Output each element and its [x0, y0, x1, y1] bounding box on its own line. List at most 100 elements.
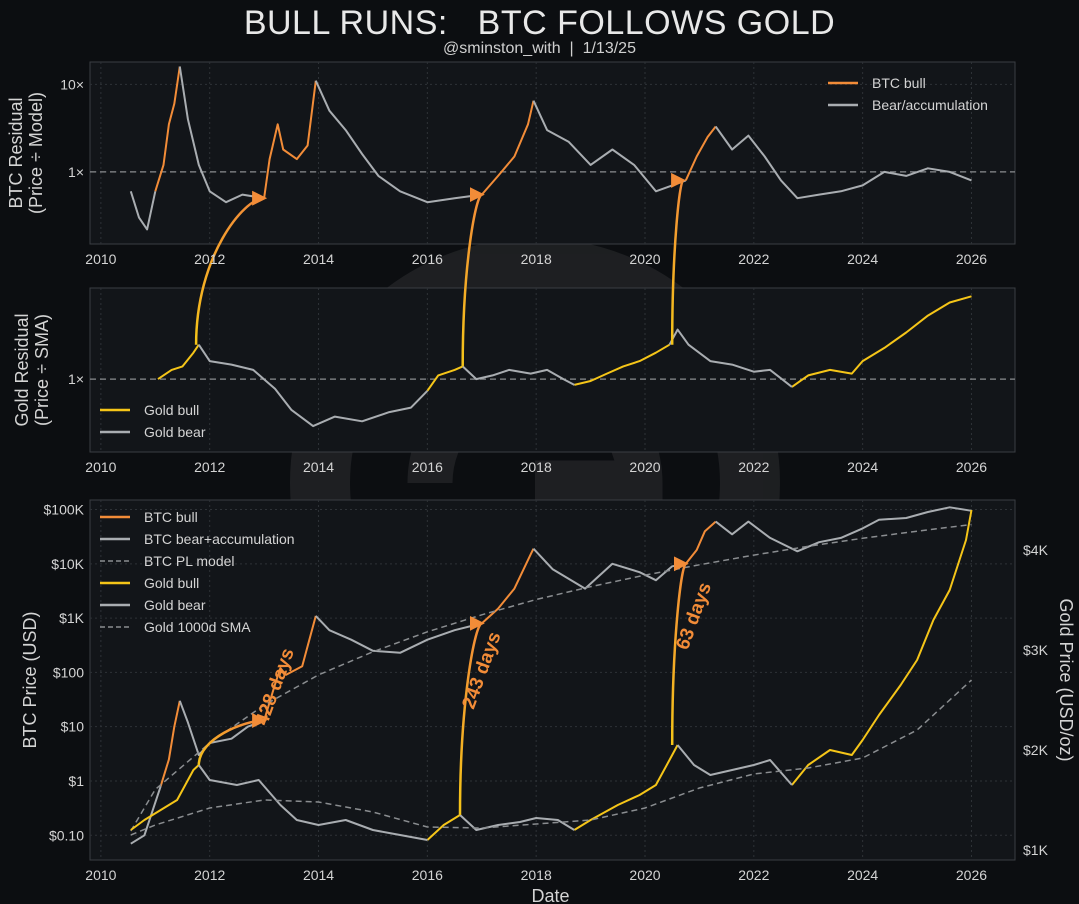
- series-line-gold-bear: [462, 365, 575, 386]
- x-tick-label: 2018: [521, 459, 552, 475]
- y-axis-label: (Price ÷ SMA): [32, 314, 52, 426]
- chart-subtitle: @sminston_with | 1/13/25: [443, 40, 636, 57]
- series-line-btc-bull: [481, 100, 535, 196]
- y-tick-label: $100: [53, 664, 84, 680]
- y-tick-label-right: $3K: [1023, 642, 1049, 658]
- series-line-gold-bull: [573, 744, 679, 831]
- y-tick-label-right: $1K: [1023, 842, 1049, 858]
- series-line-btc-bull: [159, 700, 181, 787]
- bull-run-connector-arrow: [458, 616, 485, 816]
- x-tick-label: 2018: [521, 251, 552, 267]
- x-tick-label: 2026: [956, 867, 987, 883]
- x-tick-label: 2010: [85, 867, 116, 883]
- x-tick-label: 2020: [629, 251, 660, 267]
- series-line-btc-bear-accumulation: [532, 548, 686, 590]
- series-line-gold-bull: [157, 344, 200, 380]
- x-tick-label: 2016: [412, 251, 443, 267]
- x-tick-label: 2014: [303, 251, 334, 267]
- series-line-gold-bull: [130, 764, 200, 831]
- y-tick-label: $10K: [51, 556, 84, 572]
- bull-run-connector-arrow: [197, 713, 268, 766]
- series-line-bear-accumulation: [129, 191, 157, 231]
- series-line-bear-accumulation: [714, 125, 972, 200]
- x-tick-label: 2020: [629, 459, 660, 475]
- series-line-gold-bear: [676, 744, 793, 786]
- x-tick-label: 2016: [412, 459, 443, 475]
- series-line-gold-bear: [197, 764, 428, 841]
- series-line-btc-bull: [684, 125, 717, 181]
- y-tick-label: $10: [61, 719, 85, 735]
- series-line-btc-bull: [154, 66, 181, 192]
- y-axis-label-right: Gold Price (USD/oz): [1056, 598, 1076, 761]
- legend-label: BTC bull: [872, 75, 926, 91]
- chart-title: BULL RUNS: BTC FOLLOWS GOLD: [243, 4, 836, 42]
- bull-run-connector-arrow: [461, 187, 485, 367]
- x-axis-label: Date: [531, 886, 569, 904]
- x-tick-label: 2012: [194, 251, 225, 267]
- series-line-btc-bull: [263, 80, 317, 199]
- legend-label: BTC bull: [144, 509, 198, 525]
- series-line-gold-1000d-sma: [130, 679, 973, 836]
- legend-label: Gold bull: [144, 575, 199, 591]
- series-line-gold-bull: [426, 814, 461, 841]
- series-line-gold-bull: [426, 365, 464, 392]
- series-line-bear-accumulation: [314, 80, 482, 204]
- bull-run-connector-arrow: [194, 190, 268, 345]
- legend-label: BTC PL model: [144, 553, 235, 569]
- x-tick-label: 2022: [738, 251, 769, 267]
- x-tick-label: 2024: [847, 459, 878, 475]
- series-line-btc-bear-accumulation: [715, 506, 972, 553]
- y-tick-label: 1×: [68, 371, 84, 387]
- series-line-bear-accumulation: [178, 66, 265, 204]
- series-line-gold-bear: [459, 814, 575, 831]
- x-tick-label: 2026: [956, 459, 987, 475]
- x-tick-label: 2010: [85, 459, 116, 475]
- panel-top: [89, 61, 1016, 245]
- y-axis-label: BTC Residual: [6, 97, 26, 208]
- x-tick-label: 2026: [956, 251, 987, 267]
- legend-label: Gold bull: [144, 402, 199, 418]
- y-axis-label: BTC Price (USD): [20, 611, 40, 748]
- legend-label: Gold bear: [144, 597, 206, 613]
- series-line-gold-bear: [197, 344, 429, 428]
- panel-bottom: [89, 499, 1016, 861]
- y-tick-label: $100K: [44, 502, 85, 518]
- series-line-btc-pl-model: [130, 523, 972, 832]
- x-tick-label: 2022: [738, 459, 769, 475]
- y-tick-label: $1K: [59, 610, 85, 626]
- x-tick-label: 2012: [194, 459, 225, 475]
- series-line-gold-bull: [574, 343, 671, 386]
- bull-run-connector-arrow: [670, 556, 689, 746]
- series-line-btc-bull: [481, 548, 535, 625]
- series-line-btc-bull: [685, 520, 717, 565]
- legend-label: Gold bear: [144, 424, 206, 440]
- legend-label: BTC bear+accumulation: [144, 531, 295, 547]
- y-tick-label: $0.10: [49, 827, 84, 843]
- series-line-gold-bull: [791, 295, 972, 388]
- y-axis-label: Gold Residual: [12, 313, 32, 426]
- y-tick-label: $1: [68, 773, 84, 789]
- x-tick-label: 2022: [738, 867, 769, 883]
- x-tick-label: 2018: [521, 867, 552, 883]
- x-tick-label: 2024: [847, 867, 878, 883]
- series-line-btc-bear-accumulation: [130, 785, 162, 845]
- y-tick-label-right: $2K: [1023, 742, 1049, 758]
- x-tick-label: 2014: [303, 867, 334, 883]
- series-line-btc-bull: [263, 615, 317, 721]
- series-line-bear-accumulation: [532, 100, 687, 193]
- x-tick-label: 2016: [412, 867, 443, 883]
- series-line-gold-bull: [791, 509, 973, 786]
- y-tick-label: 1×: [68, 164, 84, 180]
- x-tick-label: 2012: [194, 867, 225, 883]
- y-tick-label-right: $4K: [1023, 542, 1049, 558]
- x-tick-label: 2014: [303, 459, 334, 475]
- x-tick-label: 2010: [85, 251, 116, 267]
- x-tick-label: 2020: [629, 867, 660, 883]
- legend-label: Gold 1000d SMA: [144, 619, 251, 635]
- y-tick-label: 10×: [60, 76, 84, 92]
- bull-run-connector-arrow: [670, 173, 687, 345]
- x-tick-label: 2024: [847, 251, 878, 267]
- panel-middle: [89, 287, 1016, 453]
- legend-label: Bear/accumulation: [872, 97, 988, 113]
